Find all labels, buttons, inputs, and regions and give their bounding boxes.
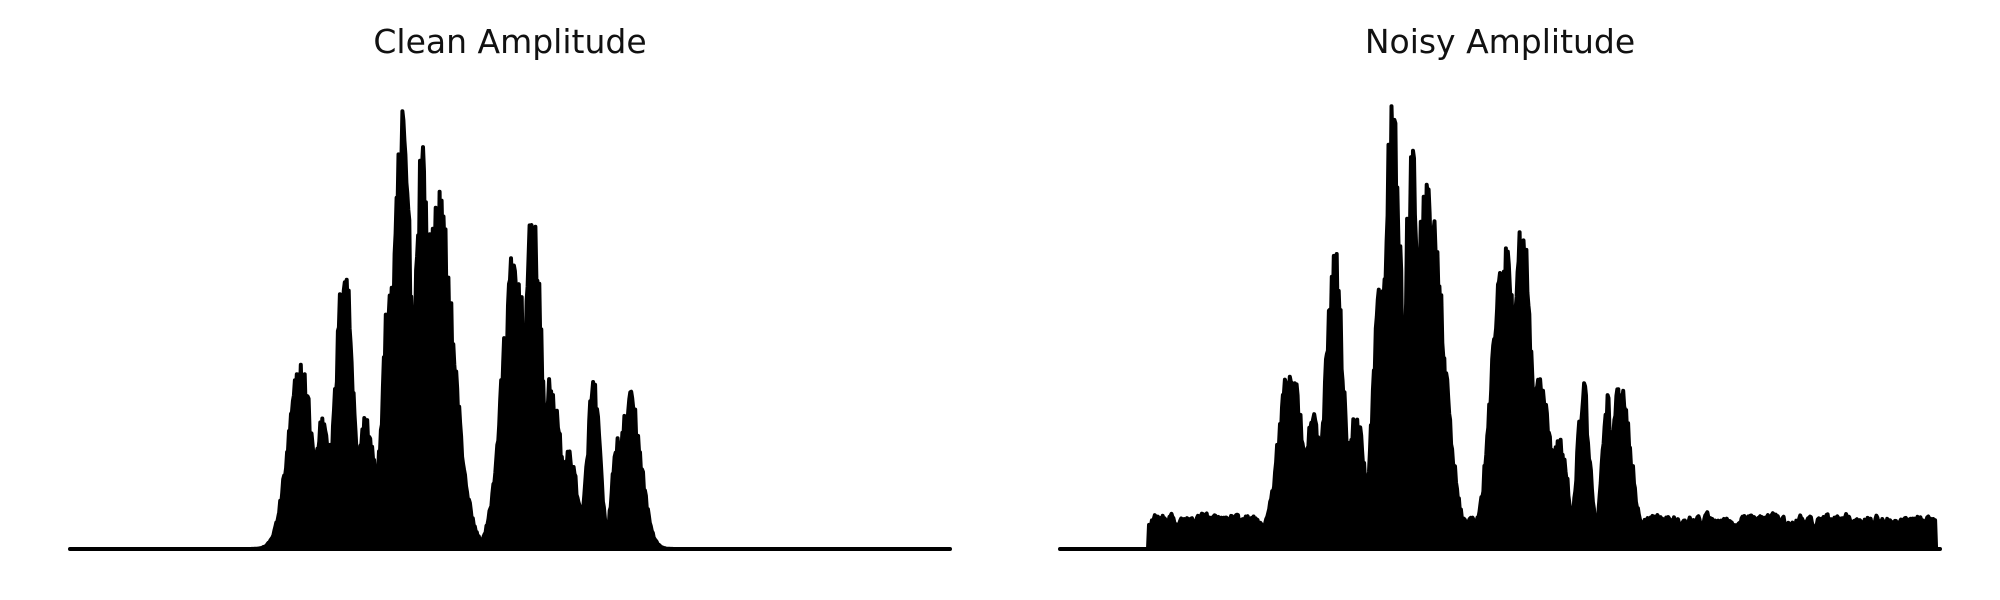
amplitude-envelope-area [70,111,950,549]
chart-title: Noisy Amplitude [1364,22,1636,61]
clean-amplitude-panel: Clean Amplitude [50,0,970,600]
noisy-amplitude-panel: Noisy Amplitude [1040,0,1960,600]
noisy-amplitude-plot [1058,104,1942,551]
chart-title: Clean Amplitude [373,22,647,61]
amplitude-envelope-area [1060,106,1940,550]
amplitude-series-line [1059,104,1941,551]
clean-amplitude-plot [68,109,952,551]
